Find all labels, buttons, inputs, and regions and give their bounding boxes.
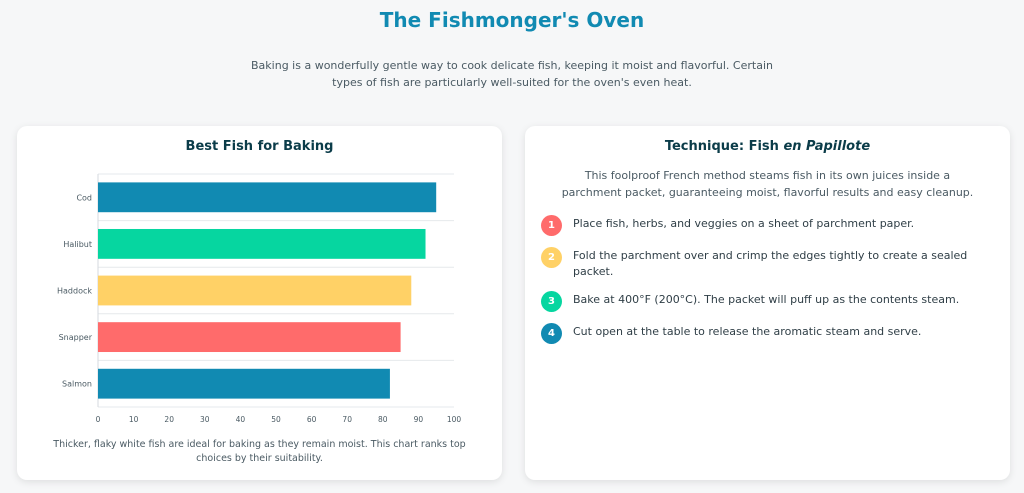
technique-title-prefix: Technique: Fish <box>664 139 784 154</box>
y-tick-label: Haddock <box>57 287 92 296</box>
x-tick-label: 10 <box>129 415 139 424</box>
bar-snapper <box>98 322 401 353</box>
page-intro: Baking is a wonderfully gentle way to co… <box>251 59 773 89</box>
step-text: Bake at 400°F (200°C). The packet will p… <box>573 293 960 306</box>
y-tick-label: Cod <box>76 193 92 202</box>
x-tick-label: 90 <box>414 415 424 424</box>
x-tick-label: 0 <box>96 415 101 424</box>
technique-card: Technique: Fish en Papillote This foolpr… <box>525 126 1010 480</box>
bar-salmon <box>98 368 390 399</box>
step-number-badge: 1 <box>541 215 562 236</box>
step-item: 2 Fold the parchment over and crimp the … <box>541 246 981 280</box>
y-tick-label: Salmon <box>62 380 92 389</box>
x-tick-label: 100 <box>447 415 462 424</box>
technique-title-emphasis: en Papillote <box>783 139 871 154</box>
step-number-badge: 2 <box>541 247 562 268</box>
step-text: Cut open at the table to release the aro… <box>573 325 922 338</box>
x-tick-label: 40 <box>236 415 246 424</box>
step-item: 3 Bake at 400°F (200°C). The packet will… <box>541 290 981 312</box>
step-item: 1 Place fish, herbs, and veggies on a sh… <box>541 214 981 236</box>
steps-list: 1 Place fish, herbs, and veggies on a sh… <box>541 214 981 354</box>
technique-title: Technique: Fish en Papillote <box>525 139 1010 154</box>
step-number-badge: 3 <box>541 291 562 312</box>
bar-haddock <box>98 275 412 306</box>
y-tick-label: Snapper <box>59 333 93 342</box>
x-tick-label: 70 <box>342 415 352 424</box>
chart-card: Best Fish for Baking Cod Halibut Haddock Sn… <box>17 126 502 480</box>
step-number-badge: 4 <box>541 323 562 344</box>
x-tick-label: 60 <box>307 415 317 424</box>
page-title: The Fishmonger's Oven <box>379 8 645 32</box>
technique-description: This foolproof French method steams fish… <box>561 169 974 199</box>
x-tick-label: 30 <box>200 415 210 424</box>
chart-caption: Thicker, flaky white fish are ideal for … <box>53 439 466 464</box>
chart-title: Best Fish for Baking <box>185 139 334 154</box>
step-text: Place fish, herbs, and veggies on a shee… <box>573 217 915 230</box>
step-item: 4 Cut open at the table to release the a… <box>541 322 981 344</box>
bar-chart: Cod Halibut Haddock Snapper Salmon 0 10 20 30 40 5… <box>57 173 462 424</box>
x-tick-label: 50 <box>271 415 281 424</box>
x-tick-label: 80 <box>378 415 388 424</box>
y-tick-label: Halibut <box>63 240 92 249</box>
x-tick-label: 20 <box>164 415 174 424</box>
bar-halibut <box>98 228 426 259</box>
step-text: Fold the parchment over and crimp the ed… <box>573 249 968 278</box>
bar-cod <box>98 182 437 213</box>
